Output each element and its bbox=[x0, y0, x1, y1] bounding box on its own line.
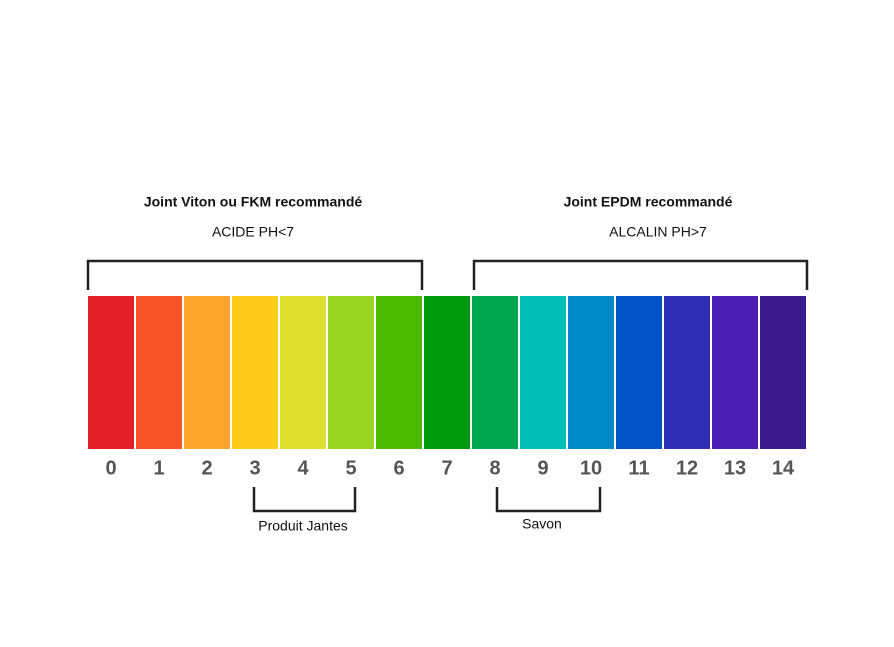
range-label: Produit Jantes bbox=[258, 518, 348, 534]
group-subtitle: ACIDE PH<7 bbox=[212, 224, 294, 240]
range-bracket bbox=[252, 487, 357, 513]
ph-number: 0 bbox=[105, 457, 116, 479]
scale: 0 1 2 3 4 5 6 7 8 9 10 11 12 13 14 bbox=[88, 296, 806, 479]
ph-swatch bbox=[424, 296, 470, 449]
ph-swatch bbox=[472, 296, 518, 449]
group-subtitle: ALCALIN PH>7 bbox=[609, 224, 707, 240]
ph-swatch bbox=[136, 296, 182, 449]
ph-number: 6 bbox=[393, 457, 404, 479]
ph-swatch bbox=[568, 296, 614, 449]
range-bracket bbox=[495, 487, 602, 513]
ph-swatch bbox=[712, 296, 758, 449]
ph-number: 11 bbox=[628, 457, 649, 479]
ph-swatch bbox=[184, 296, 230, 449]
ph-number: 4 bbox=[297, 457, 309, 479]
ph-swatch bbox=[280, 296, 326, 449]
ph-number: 9 bbox=[537, 457, 548, 479]
ph-swatch bbox=[664, 296, 710, 449]
ph-swatch bbox=[520, 296, 566, 449]
ph-swatch bbox=[376, 296, 422, 449]
ph-swatch bbox=[616, 296, 662, 449]
ph-swatch bbox=[760, 296, 806, 449]
ph-number: 1 bbox=[153, 457, 164, 479]
ph-swatch bbox=[88, 296, 134, 449]
ph-number: 13 bbox=[724, 457, 746, 479]
group-title: Joint EPDM recommandé bbox=[564, 194, 733, 210]
ph-number: 14 bbox=[772, 457, 795, 479]
ph-swatch bbox=[328, 296, 374, 449]
ph-number: 5 bbox=[345, 457, 356, 479]
group-title: Joint Viton ou FKM recommandé bbox=[144, 194, 363, 210]
ph-number: 12 bbox=[676, 457, 698, 479]
range-label: Savon bbox=[522, 516, 562, 532]
ph-number: 2 bbox=[201, 457, 212, 479]
ph-number: 3 bbox=[249, 457, 260, 479]
ph-number: 7 bbox=[441, 457, 452, 479]
ph-number: 8 bbox=[489, 457, 500, 479]
group-bracket bbox=[472, 259, 809, 290]
ph-swatch bbox=[232, 296, 278, 449]
ph-number: 10 bbox=[580, 457, 602, 479]
group-bracket bbox=[86, 259, 424, 290]
